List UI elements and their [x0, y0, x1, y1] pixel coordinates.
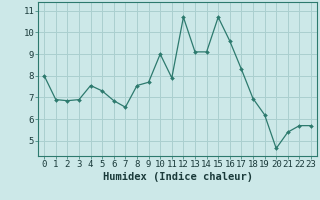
X-axis label: Humidex (Indice chaleur): Humidex (Indice chaleur) [103, 172, 252, 182]
